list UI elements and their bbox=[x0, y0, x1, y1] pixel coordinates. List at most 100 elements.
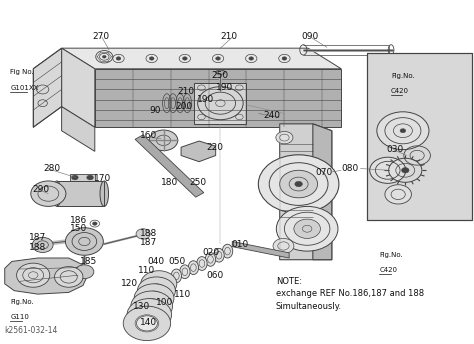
Text: 220: 220 bbox=[206, 143, 223, 152]
Circle shape bbox=[370, 157, 406, 183]
Text: 110: 110 bbox=[174, 290, 191, 299]
Text: 030: 030 bbox=[386, 145, 403, 154]
Circle shape bbox=[182, 57, 187, 60]
Circle shape bbox=[258, 155, 339, 213]
Text: 170: 170 bbox=[94, 174, 111, 183]
Circle shape bbox=[72, 175, 78, 180]
Ellipse shape bbox=[205, 252, 216, 266]
Circle shape bbox=[149, 130, 178, 151]
Ellipse shape bbox=[214, 248, 224, 262]
Circle shape bbox=[143, 300, 160, 312]
Circle shape bbox=[65, 228, 103, 255]
Circle shape bbox=[92, 222, 97, 225]
Polygon shape bbox=[313, 124, 332, 260]
Text: 100: 100 bbox=[156, 298, 173, 307]
Circle shape bbox=[280, 170, 318, 198]
Circle shape bbox=[401, 168, 409, 173]
Circle shape bbox=[294, 219, 320, 238]
Polygon shape bbox=[181, 141, 216, 162]
Circle shape bbox=[249, 57, 254, 60]
Circle shape bbox=[276, 131, 293, 144]
Text: G101XX: G101XX bbox=[10, 85, 39, 91]
Text: 270: 270 bbox=[92, 32, 109, 41]
Polygon shape bbox=[33, 48, 62, 127]
Circle shape bbox=[140, 308, 159, 322]
Text: 190: 190 bbox=[216, 83, 233, 92]
Polygon shape bbox=[280, 124, 332, 260]
Text: 090: 090 bbox=[301, 32, 318, 41]
Text: 140: 140 bbox=[140, 318, 157, 327]
Circle shape bbox=[400, 129, 406, 133]
Polygon shape bbox=[232, 241, 289, 258]
Circle shape bbox=[146, 292, 162, 304]
Polygon shape bbox=[62, 48, 341, 69]
Text: 210: 210 bbox=[220, 32, 237, 41]
Text: 280: 280 bbox=[44, 164, 61, 173]
Circle shape bbox=[131, 291, 173, 321]
Text: 060: 060 bbox=[206, 271, 223, 280]
Text: 188: 188 bbox=[29, 243, 46, 252]
Circle shape bbox=[152, 279, 166, 289]
Ellipse shape bbox=[197, 257, 207, 270]
Circle shape bbox=[31, 181, 66, 206]
Text: Fig No.: Fig No. bbox=[10, 69, 34, 75]
Text: 210: 210 bbox=[178, 87, 195, 96]
Text: 120: 120 bbox=[121, 279, 138, 288]
Polygon shape bbox=[5, 258, 88, 294]
Circle shape bbox=[385, 185, 411, 204]
Text: Fig.No.: Fig.No. bbox=[391, 73, 415, 79]
Ellipse shape bbox=[222, 244, 233, 258]
Ellipse shape bbox=[53, 181, 61, 206]
Circle shape bbox=[136, 229, 150, 239]
Text: k2561-032-14: k2561-032-14 bbox=[5, 326, 58, 335]
Ellipse shape bbox=[188, 261, 199, 275]
Text: 250: 250 bbox=[190, 178, 207, 187]
Ellipse shape bbox=[180, 265, 190, 279]
Circle shape bbox=[17, 263, 50, 287]
Circle shape bbox=[149, 57, 154, 60]
Text: 188: 188 bbox=[140, 229, 157, 238]
Text: Fig.No.: Fig.No. bbox=[379, 251, 403, 258]
Text: 050: 050 bbox=[168, 257, 185, 266]
Text: 187: 187 bbox=[140, 238, 157, 247]
Text: C420: C420 bbox=[379, 267, 397, 273]
Text: 186: 186 bbox=[70, 216, 87, 225]
Text: C420: C420 bbox=[391, 88, 409, 94]
Text: 200: 200 bbox=[175, 102, 192, 111]
Circle shape bbox=[127, 299, 172, 331]
Circle shape bbox=[102, 55, 106, 58]
Text: 240: 240 bbox=[263, 111, 280, 120]
Text: 080: 080 bbox=[341, 164, 358, 173]
Circle shape bbox=[295, 181, 302, 187]
Text: 185: 185 bbox=[80, 257, 97, 266]
Ellipse shape bbox=[100, 181, 109, 206]
Polygon shape bbox=[62, 107, 95, 151]
Circle shape bbox=[134, 284, 174, 313]
Circle shape bbox=[149, 285, 164, 296]
Text: 150: 150 bbox=[70, 224, 87, 233]
Circle shape bbox=[55, 267, 83, 287]
Bar bbox=[367, 53, 472, 220]
Text: 040: 040 bbox=[147, 257, 164, 266]
Circle shape bbox=[276, 206, 338, 251]
Circle shape bbox=[123, 306, 171, 341]
Text: 250: 250 bbox=[211, 71, 228, 80]
Circle shape bbox=[282, 57, 287, 60]
Text: 160: 160 bbox=[140, 131, 157, 140]
Circle shape bbox=[377, 112, 429, 150]
Polygon shape bbox=[135, 135, 204, 197]
Text: 010: 010 bbox=[231, 240, 248, 249]
Ellipse shape bbox=[171, 269, 182, 283]
Text: 290: 290 bbox=[32, 185, 49, 194]
Circle shape bbox=[32, 237, 53, 252]
Circle shape bbox=[189, 144, 210, 159]
Text: 070: 070 bbox=[315, 168, 332, 176]
Text: Fig.No.: Fig.No. bbox=[10, 299, 34, 305]
Text: 187: 187 bbox=[29, 233, 46, 242]
Text: 020: 020 bbox=[203, 248, 220, 257]
Circle shape bbox=[273, 238, 294, 254]
Polygon shape bbox=[95, 69, 341, 127]
Text: NOTE:
exchange REF No.186,187 and 188
Simultaneously.: NOTE: exchange REF No.186,187 and 188 Si… bbox=[276, 277, 424, 311]
Text: 130: 130 bbox=[133, 302, 150, 311]
Circle shape bbox=[87, 175, 93, 180]
